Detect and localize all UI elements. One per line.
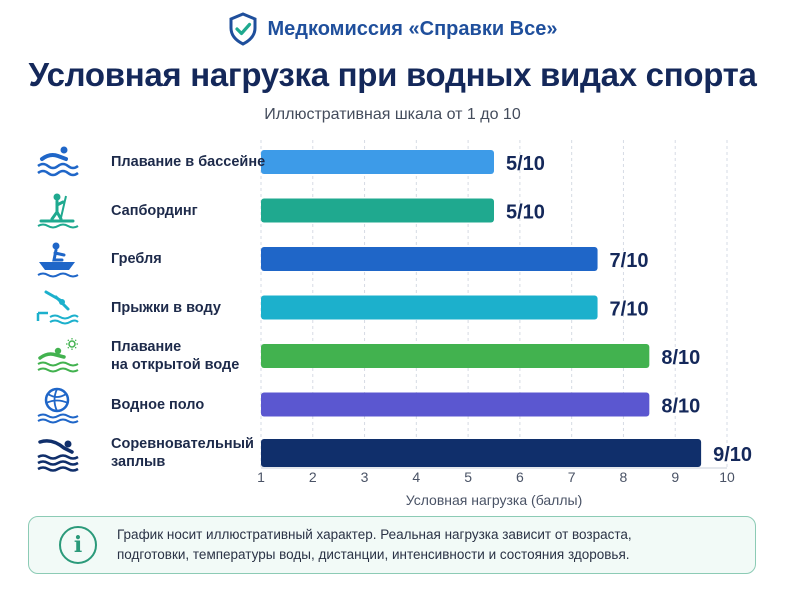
x-tick-label: 2	[309, 469, 317, 485]
bar-value-label: 9/10	[713, 444, 752, 466]
brand-name: Медкомиссия «Справки Все»	[267, 17, 558, 40]
swimmer-icon	[36, 143, 80, 186]
bar-value-label: 8/10	[661, 396, 700, 418]
rowing-icon	[36, 240, 80, 283]
water-polo-icon	[36, 386, 80, 429]
note-text: График носит иллюстративный характер. Ре…	[117, 525, 632, 565]
shield-check-icon	[229, 12, 256, 46]
category-label: Гребля	[111, 251, 162, 267]
x-tick-label: 6	[516, 469, 524, 485]
brand-header: Медкомиссия «Справки Все»	[0, 12, 785, 46]
category-label: Прыжки в воду	[111, 299, 221, 316]
open-water-swim-icon	[36, 337, 80, 380]
bar	[261, 439, 702, 467]
bar-value-label: 7/10	[610, 299, 649, 321]
info-note: i График носит иллюстративный характер. …	[28, 516, 756, 574]
bar-value-label: 5/10	[506, 153, 545, 175]
chart-subtitle: Иллюстративная шкала от 1 до 10	[264, 106, 521, 123]
paddleboard-icon	[36, 192, 80, 235]
bar-value-label: 5/10	[506, 202, 545, 224]
category-label: Водное поло	[111, 396, 205, 413]
x-tick-label: 7	[568, 469, 576, 485]
x-tick-label: 1	[257, 469, 265, 485]
bar	[261, 392, 650, 417]
x-tick-label: 8	[620, 469, 628, 485]
x-tick-label: 10	[719, 469, 735, 485]
bar	[261, 247, 598, 271]
bar	[261, 344, 650, 368]
category-label: Сапбординг	[111, 202, 198, 219]
category-label: Плавание на открытой воде	[111, 339, 240, 373]
bar	[261, 150, 494, 174]
bar-value-label: 7/10	[610, 250, 649, 272]
note-line-1: График носит иллюстративный характер. Ре…	[117, 527, 632, 542]
category-label: Плавание в бассейне	[111, 154, 266, 170]
diving-icon	[36, 289, 80, 332]
category-label: Соревновательный заплыв	[111, 436, 254, 470]
bar-value-label: 8/10	[661, 347, 700, 369]
info-icon: i	[59, 526, 97, 564]
x-axis-label: Условная нагрузка (баллы)	[406, 492, 582, 508]
competitive-swim-icon	[36, 434, 80, 477]
x-tick-label: 9	[671, 469, 679, 485]
bar-chart: 1 2 3 4 5 6 7 8 9 10 Условная нагрузка (баллы) 5/10…	[257, 140, 752, 508]
note-line-2: подготовки, температуры воды, дистанции,…	[117, 547, 630, 562]
x-tick-label: 5	[464, 469, 472, 485]
x-tick-label: 4	[412, 469, 420, 485]
page-title: Условная нагрузка при водных видах спорт…	[28, 56, 757, 93]
bar	[261, 295, 598, 320]
x-tick-label: 3	[361, 469, 369, 485]
bar	[261, 198, 494, 223]
